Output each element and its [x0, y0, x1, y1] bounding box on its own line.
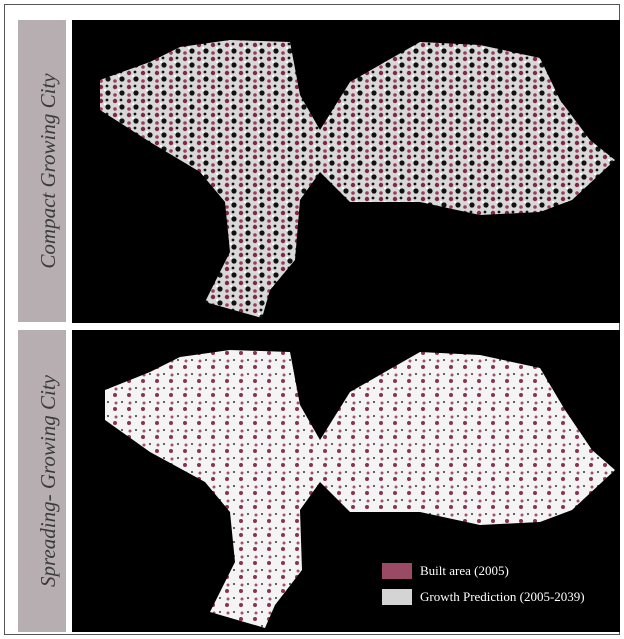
- figure: Compact Growing City Spreading- Growing …: [0, 0, 624, 639]
- panel-label: Compact Growing City: [36, 73, 60, 269]
- panel-label: Spreading- Growing City: [36, 374, 60, 587]
- legend-swatch: [382, 589, 412, 605]
- legend-label: Growth Prediction (2005-2039): [420, 589, 585, 604]
- legend-label: Built area (2005): [420, 563, 509, 578]
- page: Compact Growing City Spreading- Growing …: [0, 0, 624, 639]
- legend-swatch: [382, 563, 412, 579]
